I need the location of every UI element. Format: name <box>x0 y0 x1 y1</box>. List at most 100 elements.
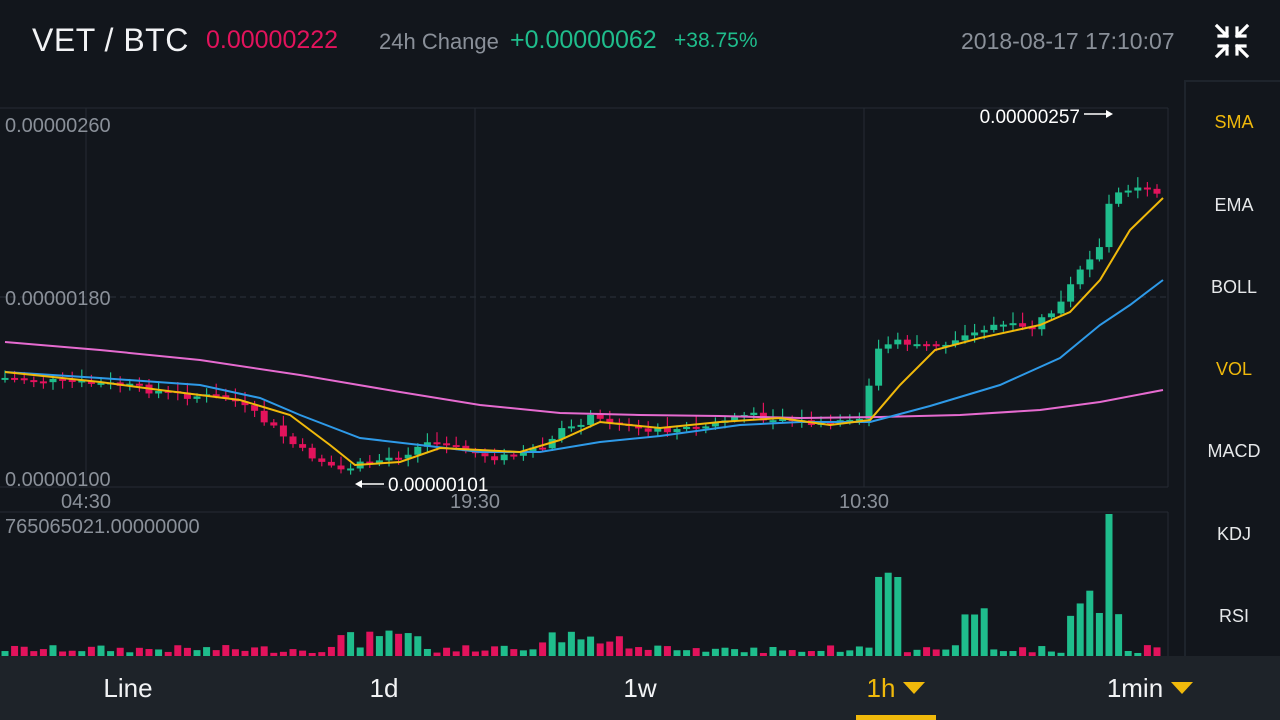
candle-body <box>1067 284 1075 302</box>
volume-bar <box>443 647 451 656</box>
candle-body <box>11 377 19 380</box>
indicator-sma[interactable]: SMA <box>1214 112 1254 132</box>
volume-bar <box>1105 514 1113 656</box>
volume-bar <box>97 645 105 656</box>
volume-bar <box>855 646 863 656</box>
volume-bar <box>279 651 287 656</box>
candle-body <box>183 392 191 399</box>
volume-bar <box>423 648 431 656</box>
indicator-ema[interactable]: EMA <box>1214 195 1254 215</box>
indicator-macd[interactable]: MACD <box>1207 441 1261 461</box>
change-value: +0.00000062 <box>510 26 657 54</box>
volume-bar <box>567 631 575 656</box>
tab-1min[interactable]: 1min <box>1090 656 1210 720</box>
tab-1h[interactable]: 1h <box>846 656 946 720</box>
volume-max-label: 765065021.00000000 <box>5 516 200 538</box>
volume-bar <box>759 652 767 656</box>
candle-body <box>731 416 739 421</box>
candle-body <box>673 429 681 433</box>
volume-bar <box>510 649 518 656</box>
collapse-arrows-icon[interactable] <box>1213 22 1251 60</box>
volume-bar <box>1038 646 1046 656</box>
volume-bar <box>193 650 201 656</box>
volume-bar <box>740 652 748 656</box>
volume-bar <box>212 650 220 656</box>
candle-body <box>1153 188 1161 194</box>
candle-body <box>923 344 931 347</box>
active-tab-indicator <box>856 715 936 720</box>
candle-body <box>1105 203 1113 248</box>
volume-bar <box>788 650 796 656</box>
volume-bar <box>932 649 940 656</box>
candle-body <box>270 422 278 426</box>
low-marker: 0.00000101 <box>355 475 488 496</box>
volume-bar <box>615 636 623 656</box>
volume-bar <box>779 650 787 656</box>
volume-bar <box>471 651 479 656</box>
candle-body <box>519 451 527 456</box>
volume-bar <box>1115 614 1123 656</box>
high-marker: 0.00000257 <box>980 107 1113 128</box>
tab-1w[interactable]: 1w <box>590 656 690 720</box>
change-percent: +38.75% <box>674 29 758 52</box>
candle-body <box>1086 259 1094 270</box>
tab-line[interactable]: Line <box>78 656 178 720</box>
volume-bar <box>59 651 67 656</box>
volume-bar <box>1153 647 1161 656</box>
tab-label: 1d <box>369 672 399 703</box>
indicator-rsi[interactable]: RSI <box>1218 606 1249 626</box>
candle-body <box>68 379 76 382</box>
tab-1d[interactable]: 1d <box>334 656 434 720</box>
volume-bar <box>289 649 297 656</box>
candle-body <box>971 332 979 336</box>
volume-bar <box>1047 651 1055 656</box>
indicator-kdj[interactable]: KDJ <box>1216 524 1251 544</box>
volume-bar <box>433 652 441 656</box>
candle-body <box>1124 190 1132 193</box>
volume-bar <box>836 651 844 656</box>
candle-body <box>299 444 307 448</box>
volume-bar <box>155 649 163 656</box>
candle-body <box>289 436 297 445</box>
grid <box>0 107 1169 656</box>
candle-body <box>644 428 652 432</box>
candlestick-chart[interactable]: 0.00000260 0.00000180 0.00000100 04:30 1… <box>0 80 1176 656</box>
volume-bar <box>337 635 345 656</box>
volume-bar <box>923 647 931 656</box>
candle-body <box>846 419 854 422</box>
candle-body <box>596 414 604 419</box>
pair-title: VET / BTC <box>32 22 189 58</box>
tab-label: Line <box>103 672 153 703</box>
volume-bar <box>164 651 172 656</box>
chart-canvas: 0.00000260 0.00000180 0.00000100 04:30 1… <box>0 107 1169 656</box>
x-tick-label: 10:30 <box>839 491 889 513</box>
candle-body <box>500 454 508 461</box>
y-tick-label: 0.00000180 <box>5 288 111 310</box>
volume-bar <box>299 650 307 656</box>
volume-bar <box>683 650 691 656</box>
candle-body <box>366 461 374 464</box>
volume-bar <box>375 636 383 656</box>
candle-body <box>452 445 460 448</box>
volume-bar <box>663 646 671 656</box>
volume-bars <box>1 514 1161 656</box>
candle-body <box>1095 247 1103 260</box>
candle-body <box>337 465 345 470</box>
ticker-header: VET / BTC 0.00000222 24h Change +0.00000… <box>0 0 1280 80</box>
indicator-vol[interactable]: VOL <box>1215 359 1253 379</box>
volume-bar <box>395 633 403 656</box>
candle-body <box>433 442 441 445</box>
indicator-boll[interactable]: BOLL <box>1210 277 1258 297</box>
candle-body <box>635 425 643 429</box>
volume-bar <box>135 647 143 656</box>
candle-body <box>347 468 355 471</box>
candle-body <box>961 335 969 341</box>
volume-bar <box>951 645 959 656</box>
volume-bar <box>875 576 883 656</box>
candle-body <box>683 426 691 430</box>
volume-bar <box>1057 652 1065 656</box>
volume-bar <box>414 636 422 656</box>
candle-body <box>529 447 537 452</box>
candle-body <box>135 383 143 386</box>
ma-mid-line <box>4 279 1164 453</box>
